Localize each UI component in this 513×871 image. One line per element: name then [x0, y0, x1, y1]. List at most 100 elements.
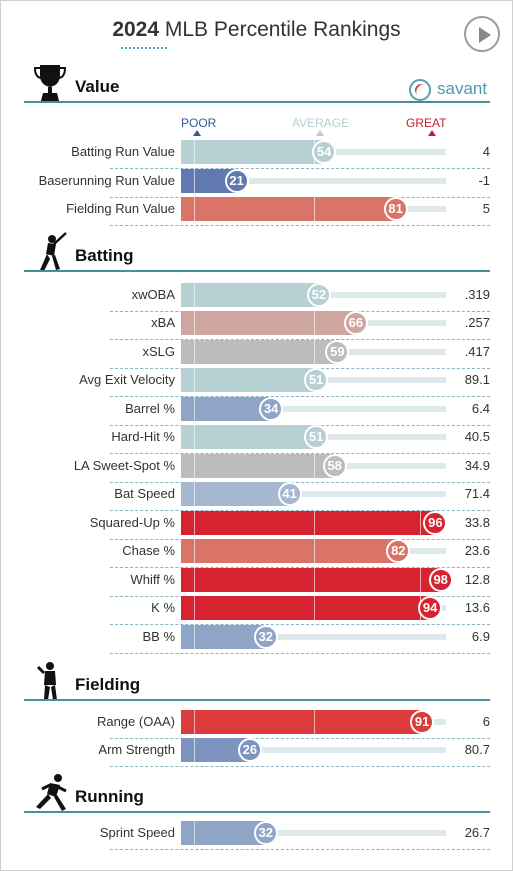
percentile-bubble[interactable]: 34: [259, 397, 284, 421]
metric-row[interactable]: Arm Strength 26 80.7: [30, 738, 490, 767]
metric-row[interactable]: Range (OAA) 91 6: [30, 710, 490, 739]
scale-marker-poor: [193, 130, 201, 136]
metric-label: Squared-Up %: [89, 515, 175, 530]
metric-value: 6.9: [471, 629, 490, 644]
metric-row[interactable]: Hard-Hit % 51 40.5: [30, 425, 490, 454]
percentile-bubble[interactable]: 54: [312, 140, 337, 164]
metric-row[interactable]: Batting Run Value 54 4: [30, 140, 490, 169]
metric-row[interactable]: BB % 32 6.9: [30, 625, 490, 654]
metric-row[interactable]: K % 94 13.6: [30, 596, 490, 625]
percentile-bar: [181, 425, 317, 449]
scale-tick: [419, 568, 421, 592]
percentile-bubble[interactable]: 41: [277, 482, 302, 506]
metric-row[interactable]: Whiff % 98 12.8: [30, 568, 490, 597]
metric-label: Baserunning Run Value: [38, 173, 175, 188]
metric-label: LA Sweet-Spot %: [73, 458, 175, 473]
scale-tick: [313, 568, 315, 592]
scale-tick: [194, 368, 196, 392]
percentile-bubble[interactable]: 51: [304, 425, 329, 449]
percentile-bar: [181, 340, 338, 364]
scale-label-poor: POOR: [181, 116, 217, 130]
scale-marker-great: [428, 130, 436, 136]
scale-tick: [194, 140, 196, 164]
runner-icon: [34, 773, 68, 813]
scale-tick: [419, 511, 421, 535]
section-divider: [24, 101, 490, 103]
percentile-bubble[interactable]: 81: [383, 197, 408, 221]
row-divider: [110, 339, 490, 340]
percentile-bar: [181, 197, 396, 221]
metric-label: Chase %: [122, 543, 175, 558]
metric-row[interactable]: Sprint Speed 32 26.7: [30, 821, 490, 850]
percentile-bubble[interactable]: 32: [253, 821, 278, 845]
savant-logo-text: savant: [437, 79, 488, 98]
percentile-bubble[interactable]: 21: [224, 169, 249, 193]
scale-tick: [194, 283, 196, 307]
metric-label: xSLG: [142, 344, 175, 359]
percentile-track: [181, 491, 446, 497]
metric-label: Range (OAA): [96, 714, 175, 729]
metric-row[interactable]: LA Sweet-Spot % 58 34.9: [30, 454, 490, 483]
metric-value: 89.1: [464, 372, 490, 387]
metric-row[interactable]: xSLG 59 .417: [30, 340, 490, 369]
metric-value: -1: [478, 173, 490, 188]
metric-label: Whiff %: [130, 572, 175, 587]
scale-label-great: GREAT: [406, 116, 447, 130]
metric-label: BB %: [142, 629, 175, 644]
metric-label: xwOBA: [131, 287, 175, 302]
batter-icon: [38, 232, 68, 272]
percentile-bubble[interactable]: 82: [386, 539, 411, 563]
scale-tick: [313, 197, 315, 221]
section-fielding: Fielding: [24, 661, 490, 701]
metric-row[interactable]: xwOBA 52 .319: [30, 283, 490, 312]
percentile-bubble[interactable]: 26: [237, 738, 262, 762]
scale-tick: [194, 397, 196, 421]
metric-label: Hard-Hit %: [111, 429, 175, 444]
percentile-bubble[interactable]: 59: [325, 340, 350, 364]
percentile-bubble[interactable]: 98: [428, 568, 453, 592]
metric-label: Barrel %: [125, 401, 175, 416]
metric-row[interactable]: Avg Exit Velocity 51 89.1: [30, 368, 490, 397]
percentile-bubble[interactable]: 91: [410, 710, 435, 734]
metric-row[interactable]: Chase % 82 23.6: [30, 539, 490, 568]
metric-label: Sprint Speed: [99, 825, 175, 840]
percentile-bubble[interactable]: 52: [306, 283, 331, 307]
percentile-bubble[interactable]: 58: [322, 454, 347, 478]
scale-tick: [194, 710, 196, 734]
percentile-bubble[interactable]: 51: [304, 368, 329, 392]
metric-value: .319: [464, 287, 490, 302]
metric-row[interactable]: Barrel % 34 6.4: [30, 397, 490, 426]
percentile-bubble[interactable]: 94: [418, 596, 443, 620]
title-text: MLB Percentile Rankings: [159, 18, 401, 41]
metric-label: Avg Exit Velocity: [79, 372, 175, 387]
percentile-bubble[interactable]: 32: [253, 625, 278, 649]
metric-row[interactable]: Squared-Up % 96 33.8: [30, 511, 490, 540]
play-button[interactable]: [464, 16, 500, 52]
section-title: Value: [75, 77, 120, 96]
scale-tick: [194, 169, 196, 193]
play-icon: [479, 27, 491, 43]
metric-row[interactable]: Fielding Run Value 81 5: [30, 197, 490, 226]
scale-tick: [194, 425, 196, 449]
section-title: Running: [75, 787, 144, 806]
metric-value: 5: [482, 201, 490, 216]
percentile-bubble[interactable]: 66: [343, 311, 368, 335]
row-divider: [110, 567, 490, 568]
metric-row[interactable]: Bat Speed 41 71.4: [30, 482, 490, 511]
metric-value: 71.4: [464, 486, 490, 501]
metric-value: 34.9: [464, 458, 490, 473]
percentile-bar: [181, 454, 335, 478]
scale-tick: [194, 197, 196, 221]
row-divider: [110, 849, 490, 850]
section-title: Batting: [75, 246, 134, 265]
section-running: Running: [24, 773, 490, 813]
percentile-bar: [181, 283, 319, 307]
percentile-track: [181, 747, 446, 753]
row-divider: [110, 482, 490, 483]
percentile-bubble[interactable]: 96: [423, 511, 448, 535]
percentile-bar: [181, 482, 290, 506]
metric-value: 6: [482, 714, 490, 729]
metric-row[interactable]: Baserunning Run Value 21 -1: [30, 169, 490, 198]
row-divider: [110, 738, 490, 739]
metric-row[interactable]: xBA 66 .257: [30, 311, 490, 340]
